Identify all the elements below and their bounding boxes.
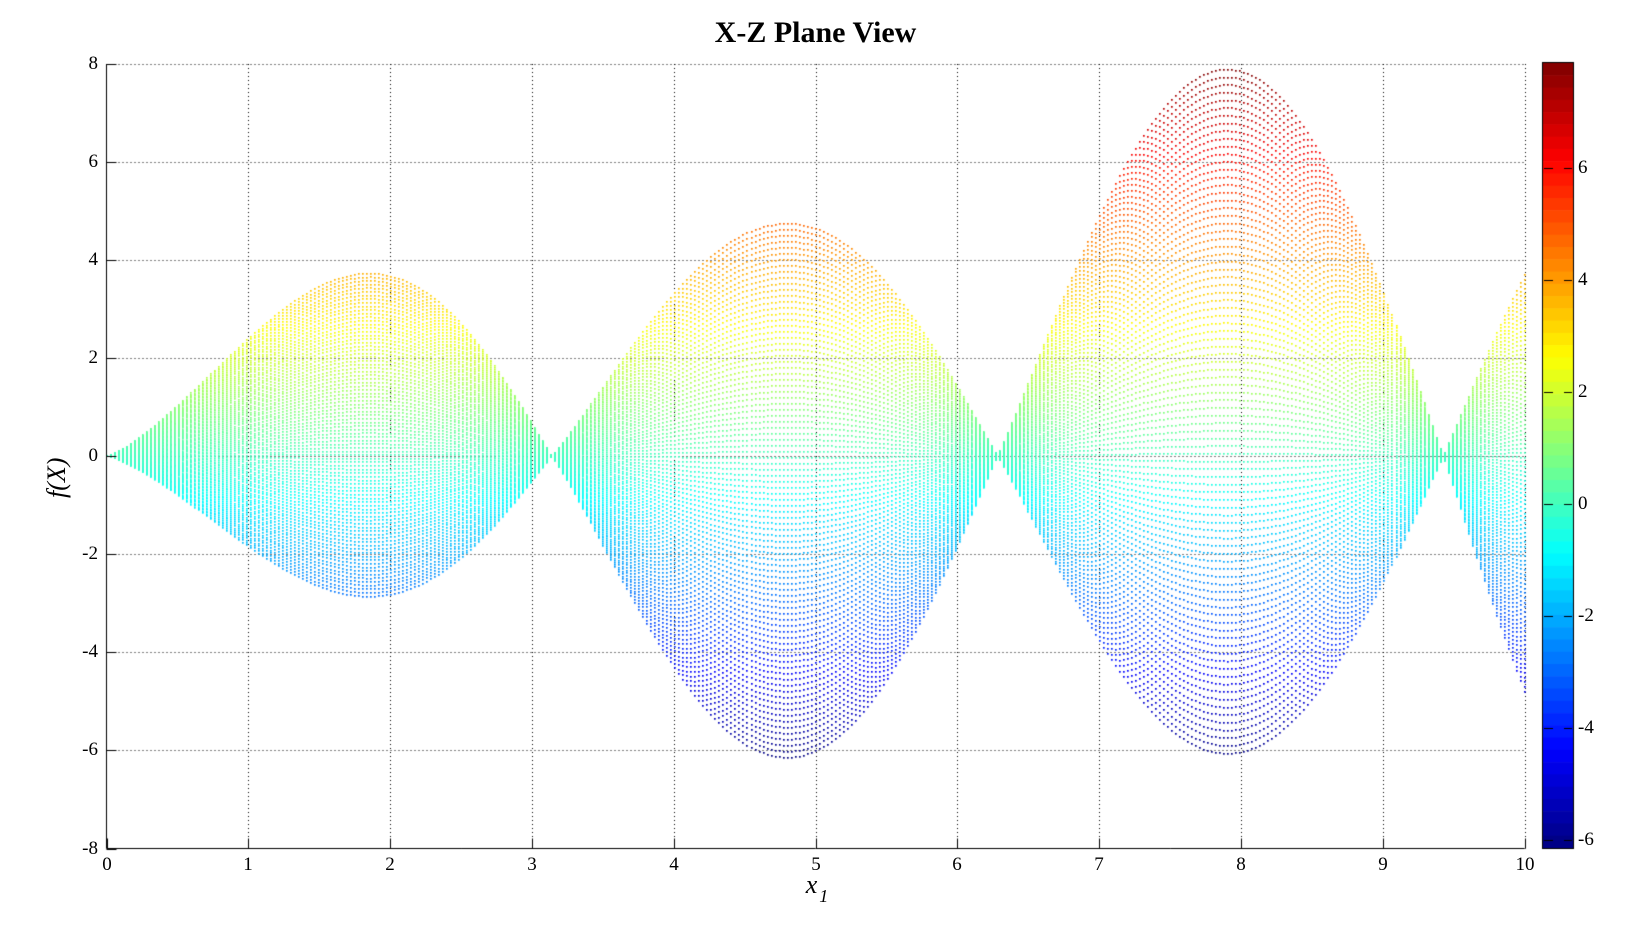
x-tick-label: 5: [811, 854, 821, 875]
colorbar-tick-label: 2: [1578, 381, 1588, 402]
colorbar-tick-label: -2: [1578, 605, 1594, 626]
x-tick-label: 9: [1378, 854, 1388, 875]
y-tick-label: -4: [82, 641, 98, 662]
x-tick-label: 7: [1094, 854, 1104, 875]
x-axis-label-subscript: 1: [819, 886, 829, 906]
colorbar-tick-label: 4: [1578, 269, 1588, 290]
y-tick-label: 0: [88, 445, 99, 466]
x-tick-label: 2: [385, 854, 395, 875]
colorbar-tick-label: 0: [1578, 493, 1588, 514]
colorbar-tick-label: 6: [1578, 157, 1588, 178]
colorbar-tick-label: -4: [1578, 717, 1594, 738]
x-tick-label: 0: [102, 854, 112, 875]
x-tick-label: 6: [952, 854, 962, 875]
x-tick-label: 4: [669, 854, 679, 875]
y-tick-label: -2: [82, 543, 98, 564]
x-tick-label: 1: [243, 854, 253, 875]
x-tick-label: 10: [1515, 854, 1535, 875]
chart-title: X-Z Plane View: [714, 16, 917, 49]
colorbar-tick-label: -6: [1578, 829, 1594, 850]
y-tick-label: -6: [82, 739, 98, 760]
x-tick-label: 8: [1236, 854, 1246, 875]
y-tick-label: 2: [88, 347, 99, 368]
y-tick-label: 8: [88, 53, 99, 74]
x-axis-label-base: x: [805, 870, 818, 899]
y-tick-label: 6: [88, 151, 99, 172]
x-tick-label: 3: [527, 854, 537, 875]
y-tick-label: 4: [88, 249, 99, 270]
y-tick-label: -8: [82, 838, 98, 859]
